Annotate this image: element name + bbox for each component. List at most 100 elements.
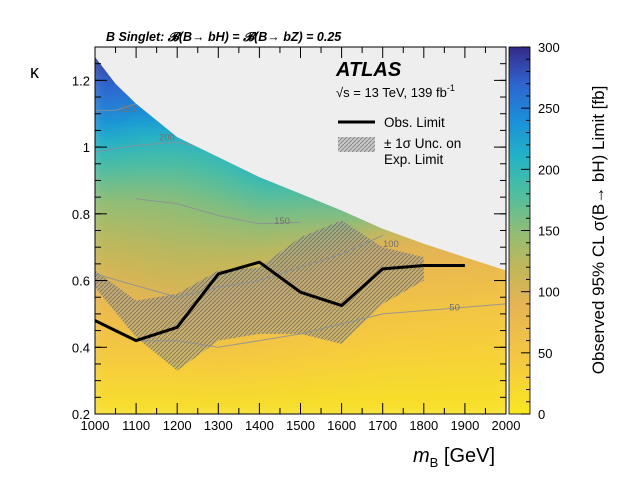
heatmap-cell (146, 272, 158, 282)
heatmap-cell (238, 238, 250, 248)
heatmap-cell (464, 288, 476, 298)
heatmap-cell (382, 338, 394, 348)
heatmap-cell (228, 338, 240, 348)
heatmap-cell (454, 380, 466, 390)
heatmap-cell (403, 305, 415, 315)
heatmap-cell (187, 247, 199, 257)
z-tick-label: 0 (538, 407, 545, 422)
heatmap-cell (228, 230, 240, 240)
heatmap-cell (177, 247, 189, 257)
heatmap-cell (187, 405, 199, 414)
heatmap-cell (423, 372, 435, 382)
heatmap-cell (269, 363, 281, 373)
heatmap-cell (105, 180, 117, 190)
heatmap-cell (413, 47, 425, 48)
heatmap-cell (136, 288, 147, 298)
heatmap-cell (95, 205, 106, 215)
heatmap-cell (238, 405, 250, 414)
heatmap-cell (95, 238, 106, 248)
heatmap-cell (125, 122, 137, 132)
heatmap-cell (166, 205, 178, 215)
heatmap-cell (125, 222, 137, 232)
heatmap-cell (146, 380, 158, 390)
x-axis-title-sub: B (430, 455, 439, 470)
heatmap-cell (310, 197, 322, 207)
heatmap-cell (136, 380, 147, 390)
heatmap-cell (177, 397, 189, 407)
heatmap-cell (187, 272, 199, 282)
heatmap-cell (105, 305, 117, 315)
heatmap-cell (279, 330, 291, 340)
heatmap-cell (125, 188, 137, 198)
heatmap-cell (310, 405, 322, 414)
heatmap-cell (259, 330, 271, 340)
heatmap-cell (300, 405, 312, 414)
heatmap-cell (177, 172, 189, 182)
heatmap-cell (166, 230, 178, 240)
heatmap-cell (300, 205, 312, 215)
heatmap-cell (166, 280, 178, 290)
heatmap-cell (115, 238, 127, 248)
heatmap-cell (259, 238, 271, 248)
heatmap-cell (362, 388, 374, 398)
heatmap-cell (485, 338, 497, 348)
heatmap-cell (146, 172, 158, 182)
heatmap-cell (464, 347, 476, 357)
heatmap-cell (95, 355, 96, 365)
z-tick-label: 250 (538, 101, 560, 116)
heatmap-cell (228, 397, 240, 407)
heatmap-cell (146, 213, 158, 223)
heatmap-cell (136, 138, 147, 148)
heatmap-cell (146, 372, 158, 382)
heatmap-cell (146, 238, 158, 248)
heatmap-cell (146, 355, 158, 365)
heatmap-cell (115, 322, 127, 332)
heatmap-cell (290, 188, 302, 198)
heatmap-cell (95, 47, 96, 56)
heatmap-cell (187, 172, 199, 182)
heatmap-cell (218, 263, 230, 273)
heatmap-cell (300, 388, 312, 398)
heatmap-cell (115, 255, 127, 265)
heatmap-cell (95, 163, 96, 173)
heatmap-cell (434, 297, 445, 307)
heatmap-cell (228, 355, 240, 365)
legend-band-swatch (338, 137, 375, 152)
heatmap-cell (454, 405, 466, 414)
heatmap-cell (187, 355, 199, 365)
heatmap-cell (95, 113, 106, 123)
heatmap-cell (197, 222, 209, 232)
heatmap-cell (105, 355, 117, 365)
legend: Obs. Limit ± 1σ Unc. on Exp. Limit (338, 115, 461, 167)
heatmap-cell (166, 372, 178, 382)
heatmap-cell (321, 205, 332, 215)
heatmap-cell (95, 322, 96, 332)
heatmap-cell (125, 197, 137, 207)
heatmap-cell (454, 397, 466, 407)
heatmap-cell (341, 380, 353, 390)
heatmap-cell (218, 397, 230, 407)
heatmap-cell (238, 197, 250, 207)
heatmap-cell (362, 338, 374, 348)
heatmap-cell (166, 172, 178, 182)
heatmap-cell (136, 180, 147, 190)
heatmap-cell (300, 230, 312, 240)
heatmap-cell (177, 205, 189, 215)
heatmap-cell (403, 247, 415, 257)
heatmap-cell (228, 238, 240, 248)
heatmap-cell (146, 347, 158, 357)
heatmap-cell (218, 338, 230, 348)
heatmap-cell (269, 205, 281, 215)
heatmap-cell (331, 347, 343, 357)
heatmap-cell (290, 388, 302, 398)
heatmap-cell (392, 355, 404, 365)
heatmap-cell (362, 322, 374, 332)
heatmap-cell (372, 372, 384, 382)
heatmap-cell (136, 397, 147, 407)
heatmap-cell (156, 372, 168, 382)
heatmap-cell (187, 388, 199, 398)
heatmap-cell (464, 255, 476, 265)
heatmap-cell (218, 380, 230, 390)
heatmap-cell (95, 230, 106, 240)
heatmap-cell (105, 263, 117, 273)
